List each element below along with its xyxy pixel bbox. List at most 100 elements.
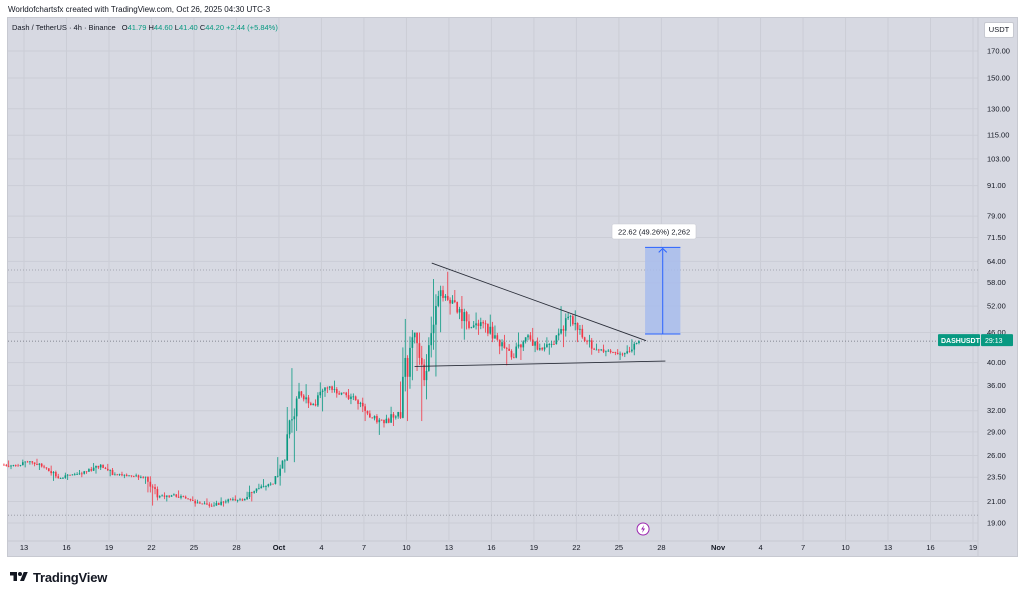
candle-body [364,406,366,412]
price-unit-button[interactable]: USDT [984,22,1014,38]
candle-body [465,312,468,322]
candle-body [343,392,345,394]
candle-body [548,344,551,345]
candle-body [227,499,230,502]
candle-body [595,349,598,351]
price-tick-label: 130.00 [987,104,1010,113]
candle-body [154,487,156,490]
candle-body [567,316,569,319]
candle-body [406,357,409,377]
candle-body [380,419,383,421]
candle-body [383,419,385,424]
candle-body [366,411,369,414]
candle-body [121,474,123,476]
legend-close: 44.20 [205,23,225,32]
candle-body [633,343,636,350]
candle-body [392,414,395,418]
chart-pane[interactable] [7,17,1018,557]
candle-body [302,395,305,400]
candle-body [272,483,274,485]
symbol-price-tag-bg [938,334,980,347]
time-tick-label: 10 [402,543,410,552]
candle-body [605,351,607,353]
candle-body [184,496,187,499]
candle-body [140,476,142,478]
candle-body [581,328,584,338]
tradingview-logo[interactable]: TradingView [8,568,107,586]
candle-body [52,472,55,474]
candle-body [57,476,60,479]
candle-body [217,503,220,505]
candle-body [175,494,178,497]
candle-body [520,344,522,348]
candle-body [309,403,312,406]
time-tick-label: 16 [62,543,70,552]
candle-body [430,333,433,346]
candle-body [352,396,355,398]
time-tick-label: 25 [190,543,198,552]
candle-body [147,476,149,482]
candle-body [291,419,293,421]
candle-body [378,419,381,423]
legend-symbol[interactable]: Dash / TetherUS · 4h · Binance [12,23,116,32]
price-tick-label: 26.00 [987,451,1006,460]
candle-body [3,464,5,466]
candle-body [102,464,104,468]
candle-body [553,343,555,345]
candle-body [635,342,638,344]
price-tick-label: 79.00 [987,212,1006,221]
candle-body [258,488,260,490]
measure-label: 22.62 (49.26%) 2,262 [618,228,690,237]
time-tick-label: 28 [232,543,240,552]
upper-trendline[interactable] [431,262,647,342]
price-tick-label: 40.00 [987,358,1006,367]
candle-body [239,499,241,501]
candle-body [229,499,232,501]
legend-high: 44.60 [153,23,173,32]
lower-trendline[interactable] [414,360,666,367]
candle-body [312,404,315,406]
candle-body [71,474,74,476]
tradingview-logo-icon [10,572,28,581]
candle-body [437,296,440,306]
candle-body [106,468,109,471]
candle-body [83,471,86,474]
candle-body [385,418,388,424]
candle-body [361,402,364,407]
candle-body [479,322,482,327]
candle-body [475,323,477,326]
candle-body [40,463,43,467]
candle-body [206,503,208,505]
candle-body [449,299,451,304]
candle-body [7,465,10,467]
price-tick-label: 36.00 [987,381,1006,390]
candle-body [468,321,470,328]
candle-body [324,387,326,391]
candle-body [515,346,518,358]
candle-body [300,391,303,396]
candle-body [477,323,480,327]
candle-body [97,465,100,468]
legend-open: 41.79 [127,23,147,32]
time-tick-label: 19 [969,543,977,552]
candle-body [314,404,317,406]
legend-change: +2.44 (+5.84%) [226,23,278,32]
candle-body [187,498,189,500]
candle-body [446,295,449,300]
measure-label-box [611,223,697,240]
candle-body [59,478,62,479]
candle-body [161,495,163,497]
candle-body [413,332,416,338]
candle-body [331,386,333,390]
candle-body [425,370,428,381]
candle-body [638,341,640,343]
candle-body [461,309,463,322]
candle-body [432,324,435,334]
countdown-tag-bg [981,334,1013,347]
candle-body [347,395,350,399]
candle-body [255,488,258,492]
candle-body [50,471,52,474]
candle-body [463,312,466,322]
time-tick-label: 7 [362,543,366,552]
